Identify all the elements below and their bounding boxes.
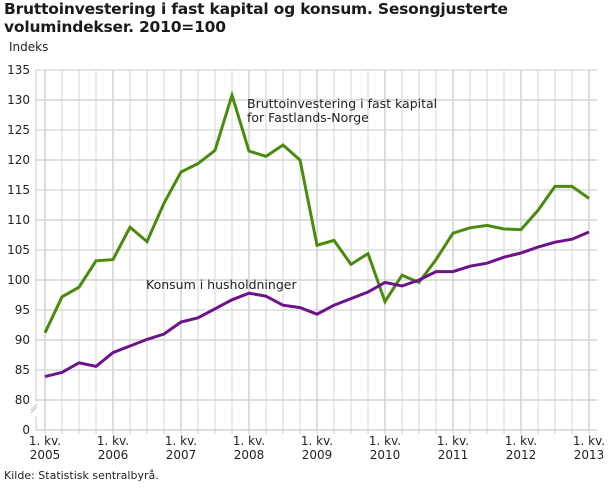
investment-annotation: Bruttoinvestering i fast kapital bbox=[247, 96, 437, 111]
x-tick-label: 2012 bbox=[506, 448, 537, 462]
y-tick-label: 135 bbox=[7, 63, 30, 77]
x-tick-label: 2007 bbox=[166, 448, 197, 462]
x-tick-label: 1. kv. bbox=[29, 434, 61, 448]
gridlines bbox=[35, 69, 597, 434]
x-tick-label: 2013 bbox=[574, 448, 605, 462]
y-tick-label: 120 bbox=[7, 153, 30, 167]
y-tick-label: 95 bbox=[15, 303, 30, 317]
x-tick-label: 2010 bbox=[370, 448, 401, 462]
y-tick-label: 115 bbox=[7, 183, 30, 197]
chart-title: Bruttoinvestering i fast kapital og kons… bbox=[4, 0, 508, 36]
y-tick-label: 85 bbox=[15, 363, 30, 377]
x-tick-label: 2006 bbox=[98, 448, 129, 462]
data-series bbox=[43, 90, 590, 379]
x-tick-label: 1. kv. bbox=[301, 434, 333, 448]
y-tick-label: 110 bbox=[7, 213, 30, 227]
investment-line bbox=[43, 90, 590, 334]
x-tick-label: 1. kv. bbox=[573, 434, 605, 448]
x-tick-label: 2011 bbox=[438, 448, 469, 462]
y-axis-label: Indeks bbox=[9, 40, 49, 54]
x-tick-label: 1. kv. bbox=[437, 434, 469, 448]
x-tick-label: 1. kv. bbox=[165, 434, 197, 448]
x-tick-label: 1. kv. bbox=[97, 434, 129, 448]
y-tick-label: 0 bbox=[22, 423, 30, 437]
y-axis-ticks: 0 80 85 90 95 100 105 110 115 120 125 130 135 bbox=[7, 63, 30, 437]
consumption-annotation: Konsum i husholdninger bbox=[146, 277, 297, 292]
x-tick-label: 1. kv. bbox=[233, 434, 265, 448]
x-tick-label: 1. kv. bbox=[369, 434, 401, 448]
axis-break-icon bbox=[30, 403, 38, 414]
source-note: Kilde: Statistisk sentralbyrå. bbox=[4, 469, 159, 482]
y-tick-label: 80 bbox=[15, 393, 30, 407]
y-tick-label: 100 bbox=[7, 273, 30, 287]
x-tick-label: 2005 bbox=[30, 448, 61, 462]
y-tick-label: 130 bbox=[7, 93, 30, 107]
y-tick-label: 90 bbox=[15, 333, 30, 347]
y-tick-label: 105 bbox=[7, 243, 30, 257]
x-tick-label: 1. kv. bbox=[505, 434, 537, 448]
consumption-line bbox=[44, 230, 590, 379]
x-tick-label: 2009 bbox=[302, 448, 333, 462]
y-tick-label: 125 bbox=[7, 123, 30, 137]
investment-annotation: for Fastlands-Norge bbox=[247, 110, 369, 125]
x-tick-label: 2008 bbox=[234, 448, 265, 462]
